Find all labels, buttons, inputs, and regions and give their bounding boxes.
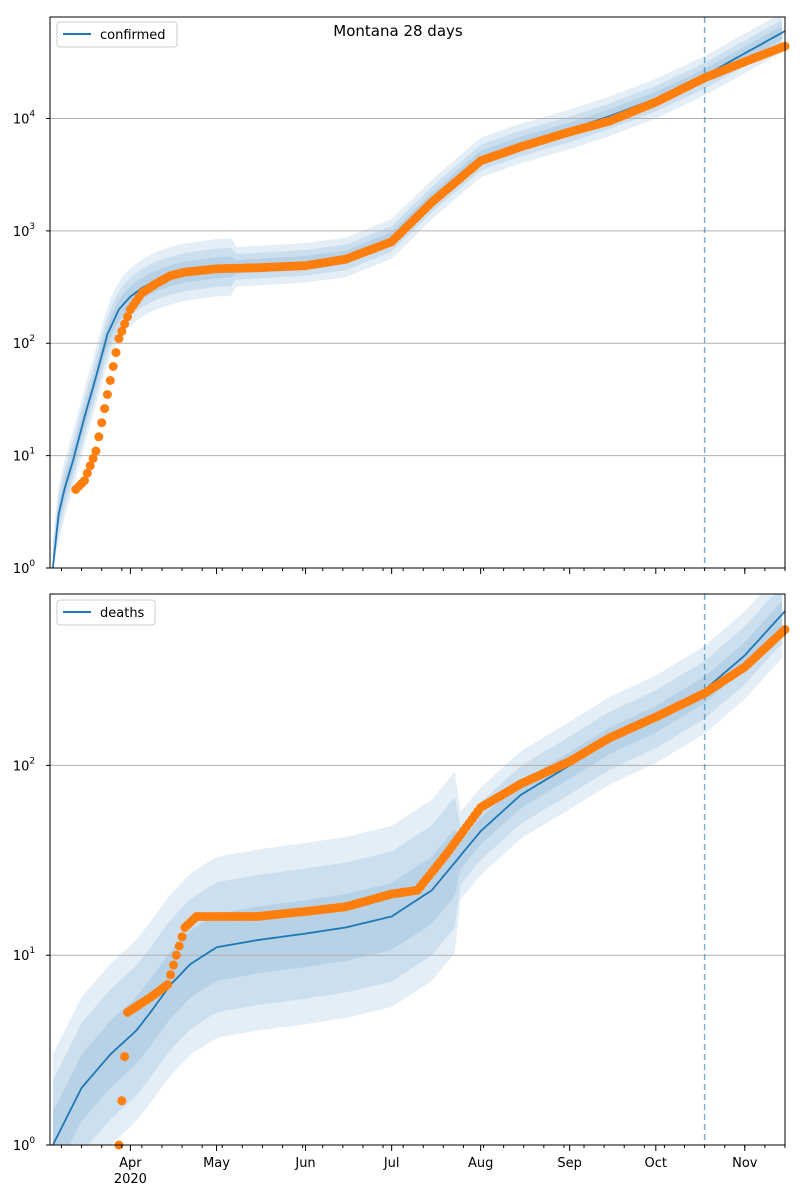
confirmed-observed-point [91, 446, 101, 456]
confirmed-observed-point [117, 326, 127, 336]
confirmed-legend-box [56, 21, 178, 48]
deaths-ytick-label: 101 [13, 946, 35, 964]
confirmed-observed-point [97, 418, 107, 428]
xtick-label: Jun [294, 1156, 315, 1171]
confirmed-panel: 100 101 102 103 104 confirmed [13, 16, 790, 577]
confirmed-observed-point [100, 404, 110, 414]
confirmed-observed-point [102, 390, 112, 399]
deaths-observed-point [177, 932, 187, 942]
confirmed-ytick-label: 101 [13, 447, 35, 465]
confirmed-ytick-label: 104 [13, 109, 36, 127]
deaths-observed-point [171, 950, 181, 960]
confirmed-observed-point [88, 453, 98, 463]
deaths-ytick-label: 102 [13, 756, 35, 774]
confirmed-observed-point [80, 476, 89, 486]
xtick-year-label: 2020 [114, 1172, 147, 1187]
deaths-observed-point [120, 1052, 130, 1062]
confirmed-uncertainty-band [52, 19, 783, 569]
confirmed-legend-label: confirmed [100, 28, 166, 43]
deaths-observed-point [174, 941, 184, 951]
confirmed-observed-point [94, 432, 104, 442]
confirmed-observed-point [114, 334, 124, 344]
deaths-observed-point [163, 980, 173, 990]
confirmed-observed-point [108, 362, 118, 371]
confirmed-observed-point [111, 348, 121, 358]
deaths-legend-box [56, 599, 156, 626]
deaths-observed-point [117, 1096, 127, 1106]
xtick-label: Aug [468, 1156, 493, 1171]
xtick-label: May [203, 1156, 230, 1171]
confirmed-observed-point [85, 461, 95, 471]
confirmed-ytick-label: 103 [13, 222, 35, 240]
deaths-uncertainty-band [52, 594, 783, 1145]
deaths-ytick-label: 100 [13, 1136, 36, 1154]
xtick-label: Jul [383, 1156, 400, 1171]
deaths-uncertainty-band [52, 601, 783, 1145]
deaths-legend-label: deaths [100, 606, 145, 621]
confirmed-observed-point [123, 312, 132, 322]
confirmed-ytick-label: 100 [13, 559, 36, 577]
xtick-label: Sep [557, 1156, 582, 1171]
confirmed-ytick-label: 102 [13, 334, 35, 352]
xtick-label: Nov [732, 1156, 758, 1171]
deaths-uncertainty-band [52, 594, 783, 1145]
xtick-label: Apr [119, 1156, 142, 1171]
deaths-observed-point [166, 970, 176, 980]
confirmed-observed-point [105, 376, 115, 385]
confirmed-legend: confirmed [56, 21, 178, 48]
figure-title: Montana 28 days [333, 22, 463, 40]
deaths-legend: deaths [56, 599, 156, 626]
confirmed-observed-point [82, 468, 92, 478]
deaths-plot-frame [49, 593, 786, 1146]
confirmed-plot-frame [49, 16, 786, 569]
deaths-observed-point [169, 960, 178, 970]
xtick-label: Oct [645, 1156, 667, 1171]
confirmed-observed-point [120, 319, 130, 329]
